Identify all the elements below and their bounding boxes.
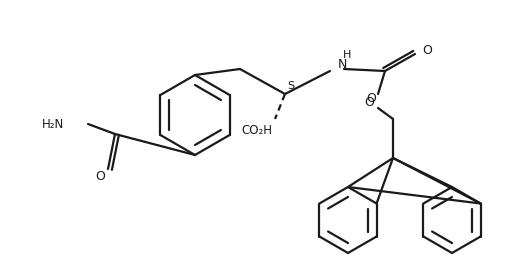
Text: H: H [343, 50, 351, 60]
Text: S: S [287, 81, 294, 91]
Text: O: O [95, 170, 105, 184]
Text: O: O [422, 44, 432, 57]
Text: CO₂H: CO₂H [242, 124, 272, 138]
Text: O: O [366, 93, 376, 105]
Text: H₂N: H₂N [42, 117, 64, 131]
Text: N: N [338, 59, 348, 71]
Text: O: O [364, 95, 374, 109]
